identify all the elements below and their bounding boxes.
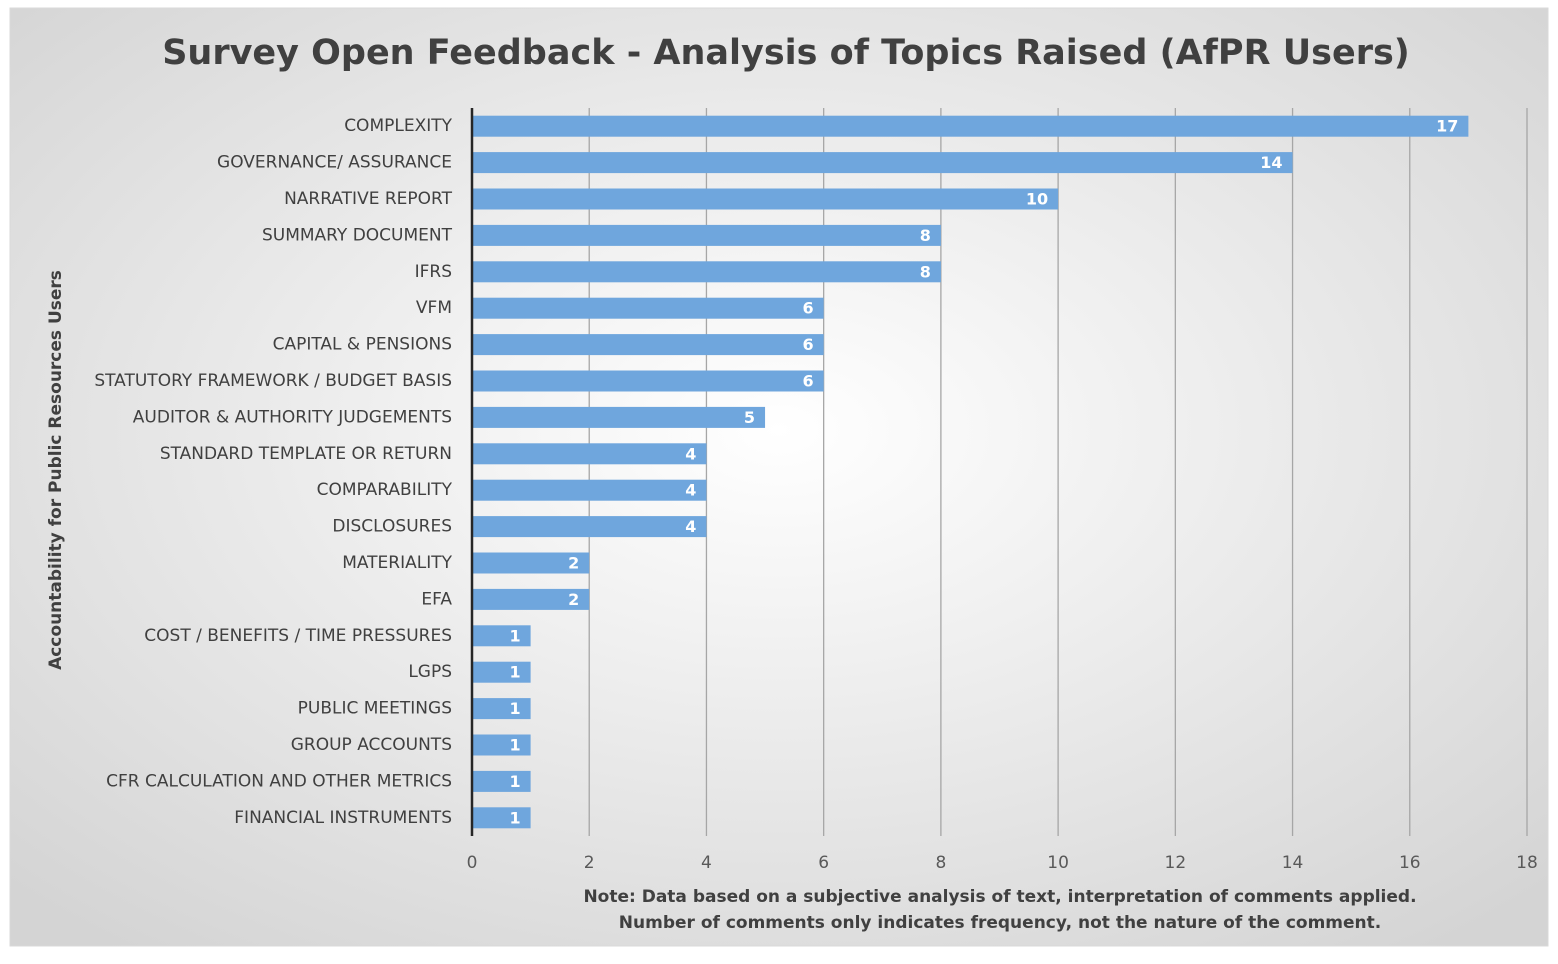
data-label: 1 (509, 772, 520, 791)
data-label: 4 (685, 444, 696, 463)
bar (472, 516, 707, 538)
bar (472, 370, 824, 392)
data-label: 4 (685, 481, 696, 500)
y-tick-label: MATERIALITY (342, 553, 452, 573)
y-tick-label: PUBLIC MEETINGS (298, 699, 452, 719)
y-tick-label: IFRS (415, 262, 452, 282)
y-tick-label: STANDARD TEMPLATE OR RETURN (160, 444, 452, 464)
data-label: 1 (509, 736, 520, 755)
data-label: 6 (803, 335, 814, 354)
data-label: 8 (920, 226, 931, 245)
data-label: 2 (568, 554, 579, 573)
chart-title: Survey Open Feedback - Analysis of Topic… (162, 33, 1410, 73)
x-tick-label: 6 (818, 853, 829, 873)
x-tick-label: 14 (1282, 853, 1304, 873)
bar (472, 661, 531, 683)
data-label: 1 (509, 626, 520, 645)
y-tick-label: EFA (421, 589, 452, 609)
bar (472, 443, 707, 465)
bar (472, 479, 707, 501)
bar (472, 698, 531, 720)
y-tick-label: GROUP ACCOUNTS (291, 735, 452, 755)
bar (472, 188, 1059, 210)
bar (472, 406, 766, 428)
data-label: 14 (1260, 153, 1282, 172)
y-tick-label: CAPITAL & PENSIONS (273, 335, 452, 355)
bar (472, 224, 941, 246)
bar (472, 334, 824, 356)
y-tick-label: DISCLOSURES (332, 517, 452, 537)
y-tick-label: LGPS (408, 662, 452, 682)
x-tick-label: 12 (1165, 853, 1187, 873)
data-label: 17 (1436, 117, 1458, 136)
bar (472, 734, 531, 756)
data-label: 10 (1026, 190, 1048, 209)
bar (472, 588, 590, 610)
y-tick-label: COMPARABILITY (317, 480, 453, 500)
data-label: 8 (920, 262, 931, 281)
x-tick-label: 10 (1047, 853, 1069, 873)
x-tick-label: 18 (1516, 853, 1538, 873)
note: Note: Data based on a subjective analysi… (583, 887, 1416, 907)
bar (472, 552, 590, 574)
bar (472, 115, 1469, 137)
y-tick-label: FINANCIAL INSTRUMENTS (234, 808, 452, 828)
bar (472, 625, 531, 647)
y-tick-label: VFM (416, 298, 452, 318)
bar (472, 770, 531, 792)
y-tick-label: GOVERNANCE/ ASSURANCE (217, 153, 452, 173)
y-axis-label: Accountability for Public Resources User… (46, 270, 66, 670)
x-tick-label: 2 (584, 853, 595, 873)
data-label: 5 (744, 408, 755, 427)
chart-background (9, 7, 1549, 947)
y-tick-label: SUMMARY DOCUMENT (262, 225, 453, 245)
bar (472, 261, 941, 283)
data-label: 1 (509, 699, 520, 718)
y-tick-label: STATUTORY FRAMEWORK / BUDGET BASIS (94, 371, 452, 391)
x-tick-label: 8 (935, 853, 946, 873)
x-tick-label: 4 (701, 853, 712, 873)
bar (472, 807, 531, 829)
data-label: 1 (509, 663, 520, 682)
data-label: 6 (803, 372, 814, 391)
y-tick-label: NARRATIVE REPORT (284, 189, 453, 209)
bar (472, 152, 1293, 174)
y-tick-label: COST / BENEFITS / TIME PRESSURES (144, 626, 452, 646)
data-label: 6 (803, 299, 814, 318)
bar (472, 297, 824, 319)
data-label: 2 (568, 590, 579, 609)
y-tick-label: AUDITOR & AUTHORITY JUDGEMENTS (133, 407, 452, 427)
y-tick-label: COMPLEXITY (344, 116, 452, 136)
data-label: 4 (685, 517, 696, 536)
y-tick-label: CFR CALCULATION AND OTHER METRICS (106, 771, 452, 791)
note: Number of comments only indicates freque… (619, 913, 1381, 933)
data-label: 1 (509, 808, 520, 827)
x-tick-label: 0 (467, 853, 478, 873)
x-tick-label: 16 (1399, 853, 1421, 873)
